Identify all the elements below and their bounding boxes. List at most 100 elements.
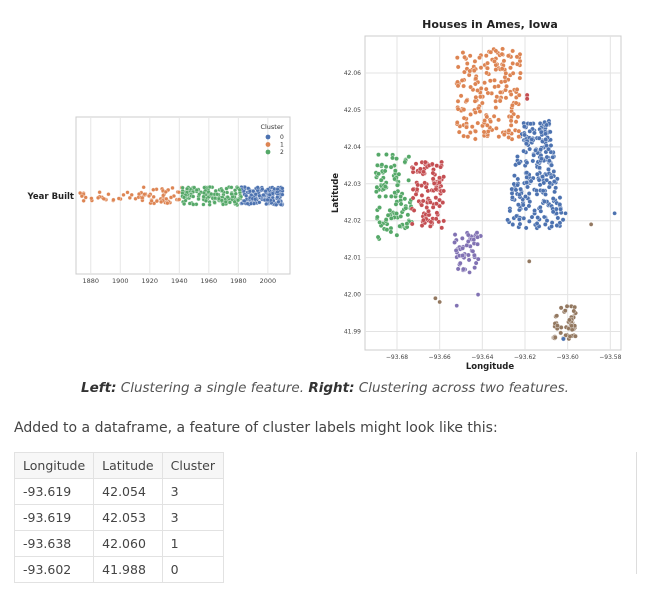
- house-point: [552, 335, 558, 340]
- house-point: [388, 215, 394, 221]
- year-built-point: [168, 195, 174, 200]
- house-point: [378, 177, 384, 183]
- right-xtick-label: −93.66: [429, 354, 451, 361]
- house-point: [441, 188, 447, 194]
- house-point: [464, 124, 469, 130]
- year-built-point: [221, 202, 226, 207]
- house-point: [544, 154, 550, 160]
- house-point: [472, 58, 478, 64]
- house-point: [454, 303, 460, 308]
- house-point: [453, 248, 459, 253]
- house-point: [479, 100, 485, 106]
- house-point: [385, 212, 391, 218]
- house-point: [376, 171, 382, 177]
- house-point: [374, 184, 380, 190]
- house-point: [394, 211, 399, 216]
- house-point: [524, 174, 530, 180]
- year-built-point: [223, 199, 228, 205]
- table-cell: 0: [161, 556, 225, 583]
- house-point: [506, 128, 512, 133]
- house-point: [413, 161, 419, 167]
- house-point: [433, 186, 439, 192]
- year-built-point: [280, 186, 285, 191]
- house-point: [405, 212, 411, 218]
- house-point: [464, 61, 470, 66]
- house-point: [464, 98, 470, 103]
- year-built-point: [196, 196, 201, 202]
- year-built-point: [225, 195, 230, 200]
- year-built-point: [220, 188, 225, 193]
- house-point: [551, 179, 557, 184]
- right-ytick-label: 42.02: [344, 218, 361, 225]
- house-point: [536, 135, 542, 141]
- year-built-point: [141, 185, 146, 190]
- house-point: [516, 92, 522, 98]
- house-point: [492, 77, 497, 83]
- house-point: [524, 96, 530, 102]
- house-point: [510, 222, 516, 227]
- house-point: [514, 87, 520, 92]
- house-point: [464, 242, 470, 248]
- house-point: [441, 174, 447, 180]
- house-point: [509, 186, 515, 192]
- house-point: [419, 223, 425, 229]
- house-point: [514, 61, 520, 67]
- house-point: [496, 117, 501, 123]
- house-point: [460, 266, 466, 272]
- right-xtick-label: −93.62: [514, 354, 536, 361]
- house-point: [569, 327, 575, 333]
- year-built-point: [212, 200, 217, 205]
- year-built-point: [182, 201, 187, 206]
- right-ytick-label: 42.06: [344, 70, 361, 77]
- house-point: [410, 165, 416, 171]
- house-point: [455, 98, 461, 104]
- house-point: [484, 114, 490, 120]
- right-ytick-label: 42.03: [344, 181, 361, 188]
- house-point: [384, 227, 390, 233]
- house-point: [526, 259, 532, 264]
- year-built-point: [127, 195, 132, 200]
- house-point: [523, 194, 528, 199]
- house-point: [406, 154, 412, 160]
- left-xtick-label: 1960: [201, 277, 218, 285]
- year-built-point: [275, 187, 280, 192]
- house-point: [373, 189, 379, 195]
- house-point: [455, 106, 461, 112]
- house-point: [481, 129, 487, 135]
- year-built-point: [177, 197, 182, 202]
- year-built-point: [164, 196, 169, 201]
- house-point: [512, 173, 517, 179]
- right-ylabel: Latitude: [331, 173, 341, 213]
- house-point: [422, 159, 428, 165]
- house-point: [467, 68, 473, 74]
- year-built-point: [170, 185, 175, 190]
- table-cell: 42.060: [93, 530, 163, 557]
- right-xlabel: Longitude: [466, 362, 515, 372]
- house-point: [466, 257, 472, 263]
- house-point: [510, 70, 516, 76]
- house-point: [515, 202, 521, 208]
- year-built-point: [152, 201, 157, 206]
- house-point: [398, 194, 404, 199]
- house-point: [419, 202, 425, 208]
- table-cell: 3: [161, 504, 225, 531]
- year-built-point: [235, 198, 241, 203]
- year-built-point: [263, 189, 268, 194]
- house-point: [468, 112, 473, 117]
- house-point: [534, 171, 540, 177]
- house-point: [521, 215, 527, 221]
- house-point: [540, 188, 546, 194]
- table-cell: 42.054: [93, 478, 163, 505]
- house-point: [409, 221, 415, 227]
- house-point: [544, 122, 550, 128]
- year-built-point: [192, 185, 197, 190]
- year-built-point: [142, 192, 147, 197]
- house-point: [473, 128, 479, 134]
- legend-title: Cluster: [260, 123, 283, 131]
- right-xtick-label: −93.60: [557, 354, 579, 361]
- house-point: [549, 162, 554, 168]
- house-point: [527, 199, 533, 205]
- house-point: [527, 128, 533, 134]
- house-point: [504, 83, 509, 89]
- house-point: [536, 177, 542, 183]
